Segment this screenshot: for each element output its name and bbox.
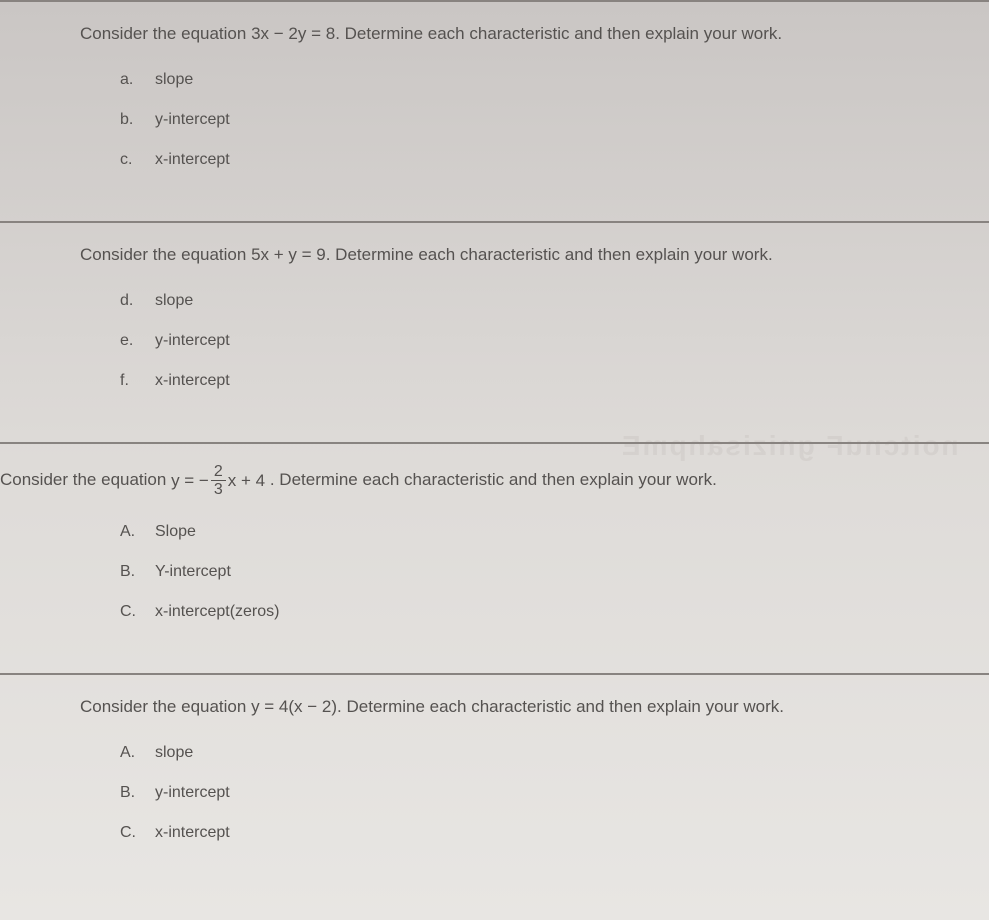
item-label: a. (120, 71, 155, 89)
item-list: A. Slope B. Y-intercept C. x-intercept(z… (0, 523, 949, 621)
item-text: y-intercept (155, 111, 230, 129)
problem-section-4: Consider the equation y = 4(x − 2). Dete… (0, 673, 989, 894)
item-text: slope (155, 744, 193, 762)
item-text: x-intercept (155, 151, 230, 169)
item-label: f. (120, 372, 155, 390)
item-label: c. (120, 151, 155, 169)
fraction: 2 3 (211, 464, 226, 499)
item-label: B. (120, 784, 155, 802)
item-label: e. (120, 332, 155, 350)
item-label: b. (120, 111, 155, 129)
item-text: y-intercept (155, 332, 230, 350)
item-text: Slope (155, 523, 196, 541)
prompt-text-after: . Determine each characteristic and then… (270, 470, 717, 489)
prompt-text-before: Consider the equation (80, 24, 251, 43)
prompt-text-before: Consider the equation (80, 697, 251, 716)
item-text: x-intercept(zeros) (155, 603, 279, 621)
list-item: A. slope (120, 744, 949, 762)
equation: y = 4(x − 2) (251, 697, 337, 716)
prompt-text-after: . Determine each characteristic and then… (335, 24, 782, 43)
item-label: A. (120, 744, 155, 762)
list-item: B. y-intercept (120, 784, 949, 802)
item-text: slope (155, 292, 193, 310)
list-item: e. y-intercept (120, 332, 949, 350)
problem-section-3: Consider the equation y = − 2 3 x + 4 . … (0, 442, 989, 674)
fraction-numerator: 2 (211, 464, 226, 481)
list-item: c. x-intercept (120, 151, 949, 169)
item-list: a. slope b. y-intercept c. x-intercept (80, 71, 949, 169)
problem-section-1: Consider the equation 3x − 2y = 8. Deter… (0, 0, 989, 221)
item-list: d. slope e. y-intercept f. x-intercept (80, 292, 949, 390)
problem-prompt: Consider the equation 5x + y = 9. Determ… (80, 243, 949, 267)
prompt-text-after: . Determine each characteristic and then… (337, 697, 784, 716)
item-text: y-intercept (155, 784, 230, 802)
item-label: B. (120, 563, 155, 581)
equation-lhs: y = − (171, 469, 209, 493)
list-item: a. slope (120, 71, 949, 89)
item-label: C. (120, 603, 155, 621)
list-item: d. slope (120, 292, 949, 310)
list-item: b. y-intercept (120, 111, 949, 129)
item-list: A. slope B. y-intercept C. x-intercept (80, 744, 949, 842)
item-text: x-intercept (155, 372, 230, 390)
fraction-denominator: 3 (211, 481, 226, 499)
prompt-text-after: . Determine each characteristic and then… (326, 245, 773, 264)
problem-prompt: Consider the equation y = 4(x − 2). Dete… (80, 695, 949, 719)
list-item: C. x-intercept(zeros) (120, 603, 949, 621)
item-label: A. (120, 523, 155, 541)
item-text: slope (155, 71, 193, 89)
equation-rhs: x + 4 (228, 469, 265, 493)
item-text: Y-intercept (155, 563, 231, 581)
equation: 5x + y = 9 (251, 245, 326, 264)
problem-prompt: Consider the equation y = − 2 3 x + 4 . … (0, 464, 949, 499)
list-item: B. Y-intercept (120, 563, 949, 581)
list-item: f. x-intercept (120, 372, 949, 390)
prompt-text-before: Consider the equation (0, 470, 171, 489)
item-text: x-intercept (155, 824, 230, 842)
list-item: A. Slope (120, 523, 949, 541)
item-label: C. (120, 824, 155, 842)
prompt-text-before: Consider the equation (80, 245, 251, 264)
list-item: C. x-intercept (120, 824, 949, 842)
item-label: d. (120, 292, 155, 310)
problem-prompt: Consider the equation 3x − 2y = 8. Deter… (80, 22, 949, 46)
problem-section-2: Consider the equation 5x + y = 9. Determ… (0, 221, 989, 442)
equation: 3x − 2y = 8 (251, 24, 335, 43)
equation: y = − 2 3 x + 4 (171, 464, 265, 499)
